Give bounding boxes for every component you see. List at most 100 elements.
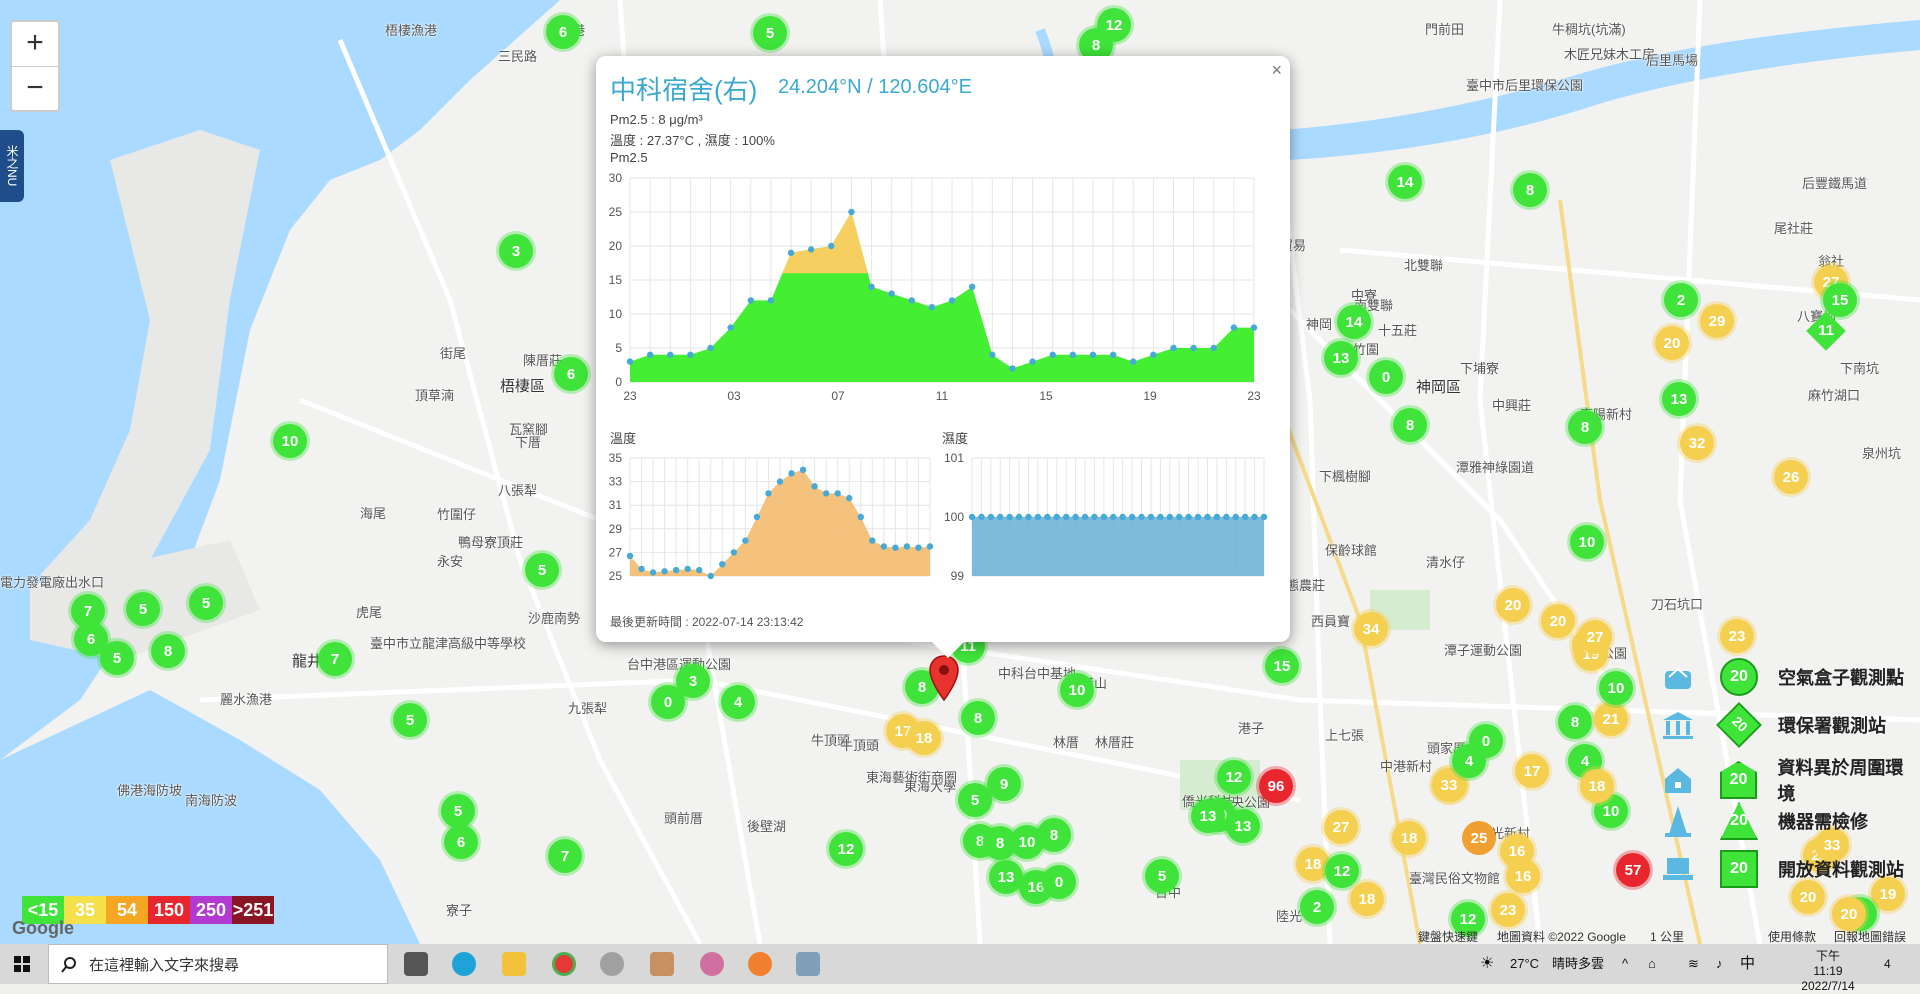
station-marker[interactable]: 15	[1265, 649, 1299, 683]
station-marker[interactable]: 5	[753, 16, 787, 50]
station-marker[interactable]: 8	[1568, 410, 1602, 444]
station-marker[interactable]: 13	[1191, 799, 1225, 833]
station-marker[interactable]: 5	[525, 553, 559, 587]
station-marker[interactable]: 96	[1259, 769, 1293, 803]
station-marker[interactable]: 8	[1513, 173, 1547, 207]
station-marker[interactable]: 10	[1060, 673, 1094, 707]
station-marker[interactable]: 26	[1774, 460, 1808, 494]
station-marker[interactable]: 8	[961, 701, 995, 735]
station-marker[interactable]: 9	[987, 767, 1021, 801]
station-marker[interactable]: 20	[1541, 604, 1575, 638]
station-marker[interactable]: 12	[1451, 902, 1485, 936]
station-marker[interactable]: 6	[444, 825, 478, 859]
zoom-out-button[interactable]: −	[26, 71, 44, 104]
station-marker[interactable]: 8	[905, 670, 939, 704]
station-marker[interactable]: 25	[1462, 821, 1496, 855]
station-marker[interactable]: 33	[1432, 768, 1466, 802]
station-marker[interactable]: 10	[1570, 525, 1604, 559]
station-marker[interactable]: 32	[1680, 426, 1714, 460]
station-marker[interactable]: 18	[1580, 769, 1614, 803]
station-marker[interactable]: 8	[151, 634, 185, 668]
station-marker[interactable]: 5	[441, 794, 475, 828]
windows-start-icon[interactable]	[14, 956, 30, 972]
map-canvas[interactable]: 梧棲漁港 三民路 梧棲區 陳厝莊 頂草湳 街尾 瓦窯腳 下厝 八張犁 竹圍仔 海尾 鴨母寮頂莊 永安 沙鹿…	[0, 0, 1920, 944]
network-icon[interactable]: ⌂	[1648, 956, 1656, 971]
station-marker[interactable]: 0	[1369, 360, 1403, 394]
station-marker[interactable]: 0	[1042, 865, 1076, 899]
station-marker[interactable]: 18	[1296, 847, 1330, 881]
station-marker[interactable]: 6	[554, 357, 588, 391]
volume-icon[interactable]: ♪	[1716, 956, 1723, 971]
station-marker[interactable]: 16	[1506, 859, 1540, 893]
station-marker[interactable]: 15	[1823, 283, 1857, 317]
scale-label[interactable]: 1 公里	[1650, 930, 1685, 944]
app-blender-icon[interactable]	[748, 952, 772, 976]
epa-station-marker[interactable]: 11	[1806, 311, 1846, 351]
app-paint-icon[interactable]	[700, 952, 724, 976]
station-marker[interactable]: 18	[907, 721, 941, 755]
ime-indicator[interactable]: 中	[1740, 955, 1756, 972]
side-panel-tab[interactable]: 米之NU	[0, 130, 24, 202]
taskbar-search-box[interactable]: 在這裡輸入文字來搜尋	[48, 944, 388, 984]
station-marker[interactable]: 10	[273, 424, 307, 458]
station-marker[interactable]: 14	[1337, 305, 1371, 339]
station-marker[interactable]: 3	[499, 234, 533, 268]
station-marker[interactable]: 5	[126, 592, 160, 626]
weather-description[interactable]: 晴時多雲	[1552, 956, 1605, 971]
station-marker[interactable]: 27	[1578, 620, 1612, 654]
edge-browser-icon[interactable]	[452, 952, 476, 976]
station-marker[interactable]: 7	[548, 839, 582, 873]
station-marker[interactable]: 20	[1496, 588, 1530, 622]
app-compass-icon[interactable]	[600, 952, 624, 976]
station-marker[interactable]: 57	[1616, 853, 1650, 887]
station-marker[interactable]: 20	[1791, 880, 1825, 914]
station-marker[interactable]: 17	[1515, 754, 1549, 788]
station-marker[interactable]: 5	[393, 703, 427, 737]
station-marker[interactable]: 5	[1145, 859, 1179, 893]
station-marker[interactable]: 13	[989, 860, 1023, 894]
station-marker[interactable]: 10	[1599, 671, 1633, 705]
station-marker[interactable]: 5	[189, 586, 223, 620]
tray-expand-icon[interactable]: ^	[1622, 956, 1629, 971]
station-marker[interactable]: 23	[1720, 619, 1754, 653]
station-marker[interactable]: 21	[1594, 702, 1628, 736]
station-marker[interactable]: 34	[1354, 612, 1388, 646]
app-notes-icon[interactable]	[796, 952, 820, 976]
station-marker[interactable]: 29	[1700, 304, 1734, 338]
station-marker[interactable]: 7	[318, 642, 352, 676]
station-marker[interactable]: 23	[1491, 893, 1525, 927]
station-marker[interactable]: 17	[886, 714, 920, 748]
station-marker[interactable]: 14	[1388, 165, 1422, 199]
station-marker[interactable]: 18	[1350, 882, 1384, 916]
station-marker[interactable]: 20	[1832, 897, 1866, 931]
report-map-error-link[interactable]: 回報地圖錯誤	[1834, 930, 1907, 944]
wifi-icon[interactable]: ≋	[1688, 956, 1699, 971]
station-marker[interactable]: 5	[958, 783, 992, 817]
station-marker[interactable]: 18	[1392, 821, 1426, 855]
station-marker[interactable]: 0	[651, 685, 685, 719]
task-view-icon[interactable]	[404, 952, 428, 976]
station-marker[interactable]: 2	[1300, 890, 1334, 924]
station-marker[interactable]: 12	[1325, 854, 1359, 888]
google-logo[interactable]: Google	[12, 918, 74, 938]
popup-close-button[interactable]: ×	[1271, 60, 1282, 80]
keyboard-shortcuts-link[interactable]: 鍵盤快速鍵	[1418, 930, 1479, 944]
zoom-in-button[interactable]: +	[12, 22, 58, 67]
station-marker[interactable]: 12	[829, 832, 863, 866]
notification-count[interactable]: 4	[1884, 957, 1891, 971]
station-marker[interactable]: 6	[546, 15, 580, 49]
station-marker[interactable]: 13	[1226, 809, 1260, 843]
station-marker[interactable]: 33	[1815, 828, 1849, 862]
clock[interactable]: 下午 11:19 2022/7/14	[1800, 949, 1856, 994]
station-marker[interactable]: 5	[100, 641, 134, 675]
station-marker[interactable]: 13	[1324, 341, 1358, 375]
station-marker[interactable]: 13	[1662, 382, 1696, 416]
app-squirrel-icon[interactable]	[650, 952, 674, 976]
station-marker[interactable]: 27	[1324, 810, 1358, 844]
station-marker[interactable]: 20	[1655, 326, 1689, 360]
terms-link[interactable]: 使用條款	[1768, 930, 1817, 944]
station-marker[interactable]: 8	[1393, 408, 1427, 442]
station-marker[interactable]: 19	[1871, 877, 1905, 911]
station-marker[interactable]: 2	[1664, 283, 1698, 317]
station-marker[interactable]: 8	[1037, 818, 1071, 852]
